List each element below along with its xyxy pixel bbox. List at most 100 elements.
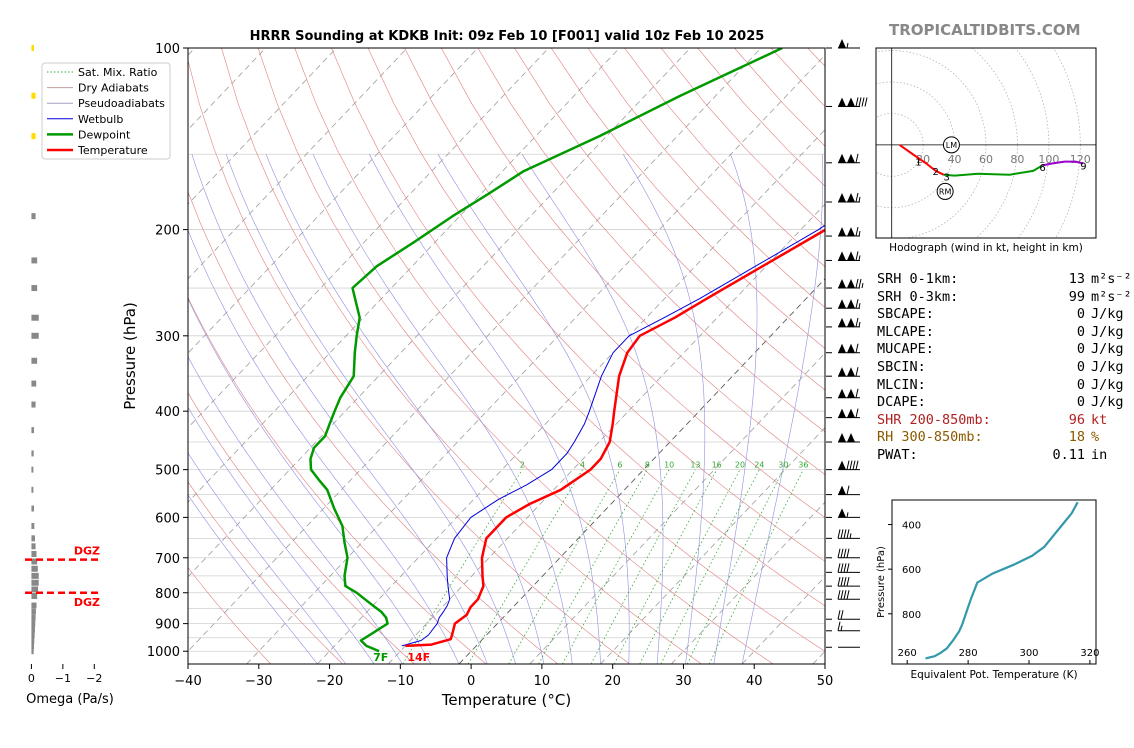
omega-bar <box>31 332 39 339</box>
wind-barb <box>838 508 860 518</box>
omega-bar <box>31 579 39 586</box>
wind-barb-full <box>843 563 847 573</box>
isotherm-line <box>188 48 762 652</box>
wind-barb-flag <box>838 299 846 309</box>
parameter-row: DCAPE: 0 J/kg <box>877 394 1132 412</box>
wind-barb-flag <box>847 227 855 237</box>
wind-barb <box>837 590 860 600</box>
wind-barb-full <box>846 590 850 600</box>
parameter-table: SRH 0-1km: 13 m²s⁻² SRH 0-3km: 99 m²s⁻² SBCAPE… <box>877 271 1132 465</box>
wind-barb-flag <box>838 97 846 107</box>
dry-adiabat-line <box>188 296 487 664</box>
storm-motion-marker <box>942 136 960 154</box>
x-tick-label: 0 <box>467 674 475 689</box>
wind-barb-full <box>840 577 844 587</box>
wind-barb-full <box>843 590 847 600</box>
isotherm-line <box>671 501 825 664</box>
y-tick-label: 200 <box>155 224 180 239</box>
wind-barb-full <box>855 343 859 353</box>
omega-axis-label: Omega (Pa/s) <box>26 692 114 707</box>
wind-barb <box>838 278 864 289</box>
wind-barb <box>838 460 860 471</box>
moist-adiabat-line <box>713 154 758 664</box>
wind-barb <box>838 408 860 419</box>
mixing-ratio-line <box>590 469 696 664</box>
mixing-ratio-label: 6 <box>617 461 622 470</box>
moist-adiabat-line <box>622 154 706 664</box>
wind-barb-full <box>840 590 844 600</box>
storm-motion-label: LM <box>946 141 957 150</box>
isotherm-line <box>317 129 825 664</box>
wind-barb-flag <box>847 388 855 398</box>
omega-bar <box>31 642 34 649</box>
wind-barb-full <box>843 529 847 539</box>
parameter-label: MLCAPE: <box>877 323 934 340</box>
y-tick-label: 600 <box>155 511 180 526</box>
wind-barb-flag <box>847 433 855 442</box>
y-tick-label: 500 <box>155 464 180 479</box>
parameter-unit: % <box>1091 429 1100 446</box>
y-tick-label: 1000 <box>147 645 180 660</box>
wind-barb-flag <box>838 460 846 470</box>
wind-barb-full <box>846 460 850 470</box>
hodograph-trace <box>899 144 945 176</box>
theta-e-x-tick-label: 300 <box>1019 648 1038 659</box>
x-tick-label: 50 <box>817 674 834 689</box>
wind-barb-flag <box>847 299 855 309</box>
omega-bar <box>31 92 36 99</box>
omega-bar <box>31 572 39 579</box>
omega-bar <box>31 45 34 51</box>
parameter-unit: m²s⁻² <box>1091 271 1132 287</box>
wind-barb <box>837 577 860 587</box>
mixing-ratio-label: 20 <box>735 461 745 470</box>
parameter-value: 0 <box>1076 306 1085 323</box>
omega-bar <box>31 593 38 600</box>
parameter-row: MLCAPE: 0 J/kg <box>877 324 1132 342</box>
theta-e-line <box>925 501 1079 660</box>
wind-barb-flag <box>838 485 846 495</box>
omega-bar <box>31 620 36 627</box>
mixing-ratio-line <box>402 469 523 664</box>
surface-dewpoint-label: 7F <box>373 651 388 664</box>
omega-bar <box>31 565 38 572</box>
parameter-label: SRH 0-1km: <box>877 271 959 287</box>
omega-bar <box>31 602 37 609</box>
omega-tick-label: 0 <box>28 672 35 685</box>
wind-barb-half <box>849 533 852 539</box>
legend-box <box>41 62 171 160</box>
parameter-row: SBCAPE: 0 J/kg <box>877 306 1132 324</box>
wetbulb-line <box>401 224 825 647</box>
wind-barb <box>837 610 860 620</box>
parameter-value: 99 <box>1068 288 1085 305</box>
mixing-ratio-label: 10 <box>664 461 674 470</box>
dry-adiabat-line <box>188 481 343 664</box>
hodograph-height-label: 1 <box>915 158 921 169</box>
omega-bar <box>31 535 35 542</box>
wind-barb-half <box>858 196 861 203</box>
mixing-ratio-line <box>686 469 784 664</box>
y-tick-label: 700 <box>155 552 180 567</box>
wind-barb-full <box>855 299 859 309</box>
dry-adiabat-line <box>294 48 825 652</box>
y-tick-label: 800 <box>155 587 180 602</box>
y-tick-label: 900 <box>155 618 180 633</box>
omega-bar <box>31 626 35 633</box>
wind-barb-half <box>858 255 861 261</box>
mixing-ratio-line <box>708 469 804 664</box>
temperature-line <box>405 228 825 648</box>
omega-bar <box>31 586 39 593</box>
mixing-ratio-label: 4 <box>580 461 585 470</box>
x-tick-label: −30 <box>245 674 272 689</box>
dry-adiabat-line <box>367 48 825 562</box>
wind-barb-flag <box>838 408 846 418</box>
wind-barb-flag <box>838 388 846 398</box>
wind-barb <box>838 317 861 328</box>
hodograph-ring-label: 60 <box>979 153 993 166</box>
moist-adiabat-line <box>225 154 516 664</box>
dry-adiabat-line <box>331 48 825 607</box>
legend-entry: Temperature <box>77 144 148 157</box>
moist-adiabat-line <box>188 298 431 664</box>
omega-tick-label: −1 <box>55 672 71 685</box>
wind-barb-full <box>855 408 859 418</box>
parameter-unit: J/kg <box>1091 358 1124 375</box>
